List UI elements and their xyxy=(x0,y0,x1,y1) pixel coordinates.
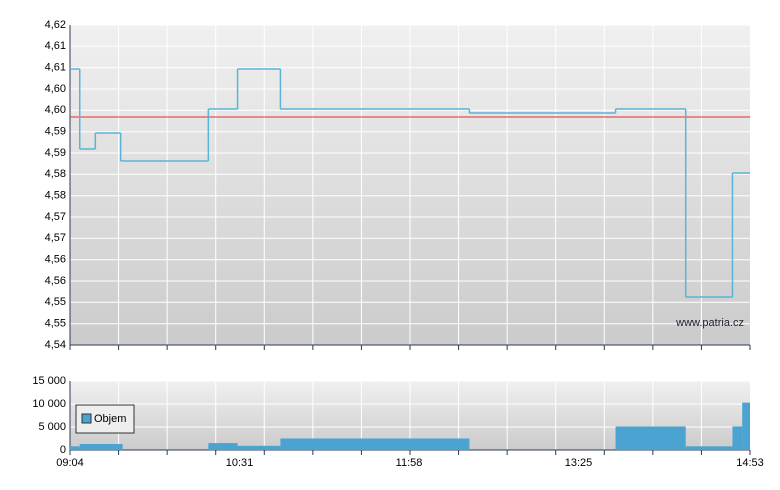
volume-bar xyxy=(208,443,238,450)
y-tick-label: 4,57 xyxy=(45,211,66,223)
x-tick-label: 10:31 xyxy=(226,457,254,469)
y-tick-label: 4,56 xyxy=(45,254,66,266)
volume-bar xyxy=(732,426,743,450)
y-tick-label: 4,61 xyxy=(45,40,66,52)
legend-swatch xyxy=(81,413,92,424)
legend-label: Objem xyxy=(94,413,126,425)
y-tick-label: 4,61 xyxy=(45,62,66,74)
y-tick-label: 4,60 xyxy=(45,83,66,95)
x-tick-label: 14:53 xyxy=(736,457,764,469)
x-tick-label: 13:25 xyxy=(565,457,593,469)
volume-bar xyxy=(685,446,733,450)
y-tick-label: 4,58 xyxy=(45,190,66,202)
y-tick-label: 5 000 xyxy=(38,421,66,433)
y-tick-label: 15 000 xyxy=(32,375,66,387)
y-tick-label: 4,60 xyxy=(45,104,66,116)
volume-bar xyxy=(742,402,750,450)
y-tick-label: 0 xyxy=(60,444,66,456)
watermark: www.patria.cz xyxy=(675,317,744,329)
volume-bar xyxy=(237,445,281,450)
y-tick-label: 4,57 xyxy=(45,232,66,244)
x-tick-label: 11:58 xyxy=(396,457,423,469)
y-tick-label: 4,58 xyxy=(45,168,66,180)
volume-bar xyxy=(70,446,80,450)
y-tick-label: 4,59 xyxy=(45,147,66,159)
volume-bar xyxy=(615,426,686,450)
y-tick-label: 4,54 xyxy=(45,339,66,351)
y-tick-label: 4,55 xyxy=(45,296,66,308)
y-tick-label: 4,62 xyxy=(45,19,66,31)
volume-bar xyxy=(280,438,470,450)
volume-bar xyxy=(79,444,123,450)
y-tick-label: 4,55 xyxy=(45,318,66,330)
y-tick-label: 10 000 xyxy=(32,398,66,410)
y-tick-label: 4,56 xyxy=(45,275,66,287)
y-tick-label: 4,59 xyxy=(45,126,66,138)
x-tick-label: 09:04 xyxy=(56,457,84,469)
